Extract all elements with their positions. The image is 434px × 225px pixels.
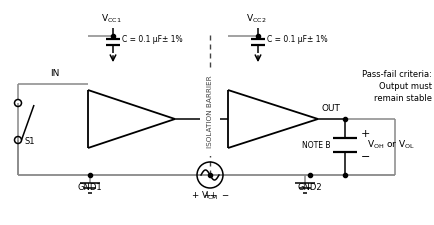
Text: +: + <box>360 129 369 139</box>
Text: GND2: GND2 <box>297 183 322 192</box>
Text: $\rm V_{CC1}$: $\rm V_{CC1}$ <box>101 13 121 25</box>
Text: $\rm V_{OH}$ or $\rm V_{OL}$: $\rm V_{OH}$ or $\rm V_{OL}$ <box>366 139 414 151</box>
Text: C = 0.1 μF± 1%: C = 0.1 μF± 1% <box>266 36 327 45</box>
Text: ISOLATION BARRIER: ISOLATION BARRIER <box>207 76 213 148</box>
Text: +: + <box>210 191 219 200</box>
Text: S1: S1 <box>25 137 36 146</box>
Text: GND1: GND1 <box>78 183 102 192</box>
Text: +: + <box>204 191 213 200</box>
Text: −: − <box>360 152 369 162</box>
Text: Pass-fail criteria:
Output must
remain stable: Pass-fail criteria: Output must remain s… <box>361 70 431 103</box>
Text: $+\ \rm V_{CM}\ -$: $+\ \rm V_{CM}\ -$ <box>191 190 229 203</box>
Text: OUT: OUT <box>321 104 340 113</box>
Text: IN: IN <box>50 69 59 78</box>
Text: $\rm V_{CC2}$: $\rm V_{CC2}$ <box>245 13 266 25</box>
Text: NOTE B: NOTE B <box>302 140 330 149</box>
Text: C = 0.1 μF± 1%: C = 0.1 μF± 1% <box>122 36 182 45</box>
